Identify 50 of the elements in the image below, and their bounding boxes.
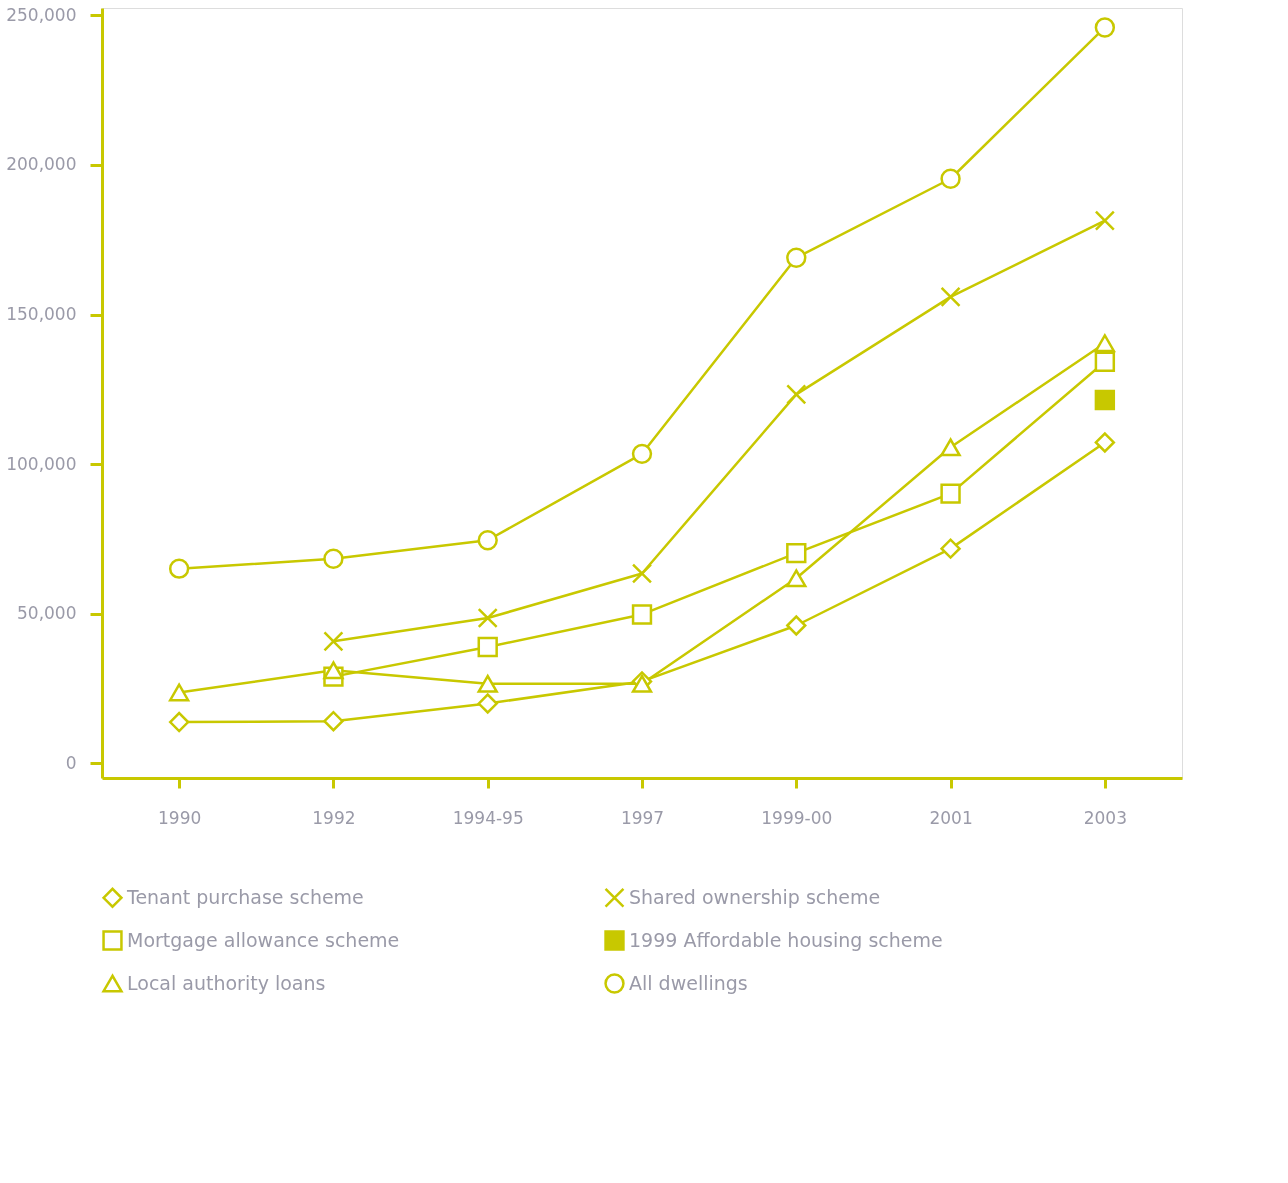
y-tick-label: 250,000	[6, 4, 77, 25]
point	[323, 661, 344, 680]
x-tick-label: 1994-95	[452, 807, 524, 828]
x-tick-label: 2003	[1083, 807, 1127, 828]
point	[477, 607, 498, 629]
point	[1094, 210, 1116, 231]
point	[786, 247, 807, 268]
point	[168, 558, 190, 579]
point	[323, 710, 344, 732]
legend-label: Mortgage allowance scheme	[127, 928, 400, 951]
y-tick-label: 100,000	[6, 453, 77, 474]
point	[1094, 351, 1116, 372]
point	[477, 674, 498, 693]
y-tick-label: 150,000	[6, 304, 77, 324]
point	[477, 636, 498, 658]
legend-label: Tenant purchase scheme	[126, 885, 364, 908]
point	[1094, 432, 1116, 453]
y-tick-label: 50,000	[17, 603, 77, 624]
x-tick-label: 1992	[312, 807, 356, 828]
point	[1094, 17, 1116, 38]
point	[631, 443, 653, 465]
point	[940, 438, 961, 457]
point	[477, 693, 498, 714]
point	[1094, 389, 1116, 411]
point	[786, 542, 807, 564]
point	[1094, 334, 1116, 353]
point	[940, 286, 961, 308]
x-tick-label: 1997	[620, 807, 665, 828]
point	[631, 563, 653, 584]
legend-label: 1999 Affordable housing scheme	[629, 928, 943, 951]
point	[786, 615, 807, 636]
point	[786, 569, 807, 588]
point	[631, 604, 653, 625]
point	[477, 530, 498, 551]
point	[323, 631, 344, 652]
point	[940, 538, 961, 559]
point	[786, 384, 807, 405]
point	[940, 483, 961, 504]
point	[940, 168, 961, 189]
legend-label: Shared ownership scheme	[629, 885, 881, 908]
y-tick-label: 0	[65, 752, 77, 773]
x-tick-label: 1999-00	[761, 807, 833, 828]
point	[168, 683, 190, 702]
legend-label: Local authority loans	[127, 971, 326, 994]
legend-label: All dwellings	[629, 971, 748, 994]
x-tick-label: 1990	[158, 807, 202, 828]
y-tick-label: 200,000	[6, 154, 77, 175]
point	[323, 548, 344, 569]
point	[168, 711, 190, 733]
x-tick-label: 2001	[929, 807, 973, 828]
